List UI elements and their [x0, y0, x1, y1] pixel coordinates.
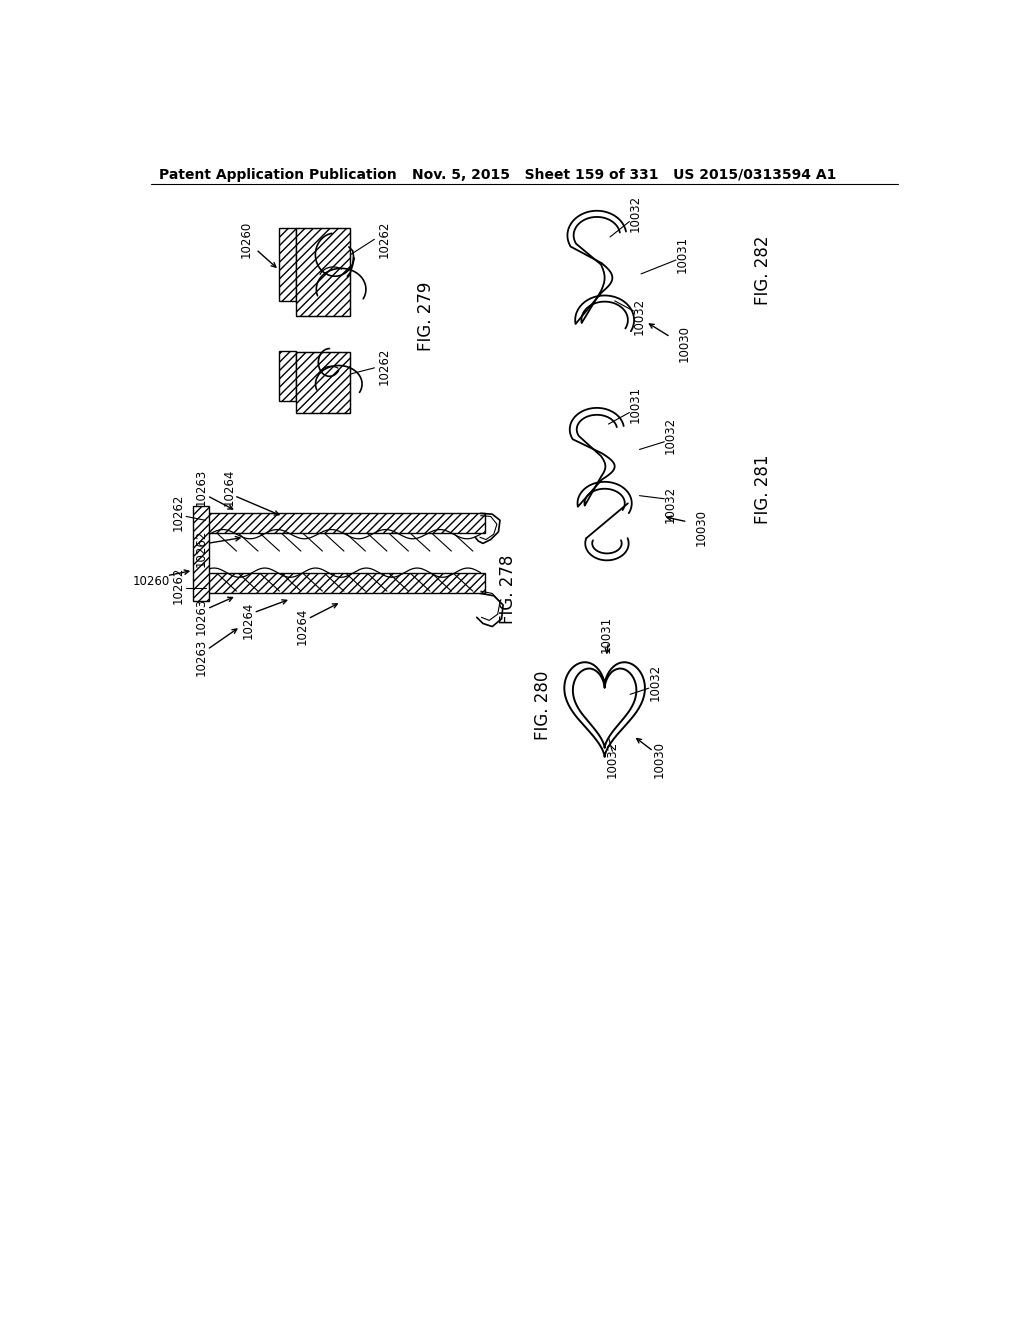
Bar: [206, 513, 484, 533]
Text: 10030: 10030: [652, 741, 666, 777]
Bar: [194, 506, 209, 601]
Text: FIG. 279: FIG. 279: [418, 281, 435, 351]
Text: 10032: 10032: [664, 417, 677, 454]
Bar: [296, 352, 350, 412]
Text: 10031: 10031: [676, 236, 688, 273]
Text: 10260: 10260: [133, 576, 170, 589]
Text: 10030: 10030: [695, 510, 708, 546]
Text: FIG. 282: FIG. 282: [755, 235, 772, 305]
Text: 10264: 10264: [242, 602, 255, 639]
Text: Nov. 5, 2015   Sheet 159 of 331   US 2015/0313594 A1: Nov. 5, 2015 Sheet 159 of 331 US 2015/03…: [412, 169, 837, 182]
Text: 10031: 10031: [629, 387, 642, 424]
Bar: [296, 352, 350, 412]
Text: 10262: 10262: [377, 347, 390, 385]
Text: Patent Application Publication: Patent Application Publication: [159, 169, 396, 182]
Text: 10262: 10262: [172, 568, 185, 605]
Text: 10032: 10032: [629, 195, 642, 232]
Bar: [206, 573, 484, 594]
Text: 10032: 10032: [606, 741, 618, 777]
Bar: [280, 227, 296, 301]
Text: 10262: 10262: [172, 494, 185, 531]
Text: 10263: 10263: [196, 469, 208, 506]
Text: 10030: 10030: [678, 325, 691, 362]
Text: 10263: 10263: [196, 598, 208, 635]
Text: FIG. 280: FIG. 280: [534, 671, 552, 739]
Text: 10262: 10262: [196, 531, 208, 568]
Text: 10032: 10032: [664, 486, 677, 524]
Bar: [280, 227, 296, 301]
Bar: [206, 513, 484, 533]
Text: 10262: 10262: [377, 220, 390, 257]
Bar: [206, 573, 484, 594]
Text: 10031: 10031: [600, 615, 612, 653]
Bar: [296, 228, 350, 317]
Text: 10260: 10260: [240, 220, 252, 257]
Bar: [280, 351, 296, 401]
Text: FIG. 281: FIG. 281: [755, 455, 772, 524]
Bar: [280, 351, 296, 401]
Text: FIG. 278: FIG. 278: [499, 554, 517, 624]
Text: 10032: 10032: [648, 664, 662, 701]
Text: 10263: 10263: [196, 639, 208, 676]
Text: 10264: 10264: [222, 469, 236, 506]
Text: 10264: 10264: [296, 609, 309, 645]
Bar: [194, 506, 209, 601]
Text: 10032: 10032: [633, 298, 646, 335]
Bar: [296, 228, 350, 317]
